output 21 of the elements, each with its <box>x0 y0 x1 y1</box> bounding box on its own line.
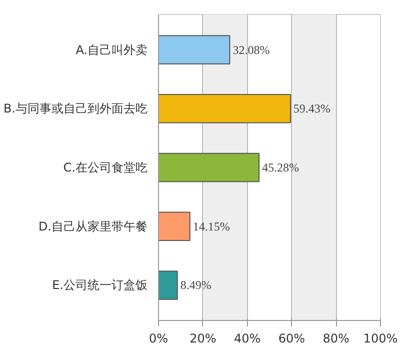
x-tick-label: 100% <box>363 332 398 346</box>
data-label: 14.15% <box>192 219 230 234</box>
y-tick-label: B.与同事或自己到外面去吃 <box>3 102 148 116</box>
x-tick-label: 80% <box>322 332 350 346</box>
y-tick-label: C.在公司食堂吃 <box>63 160 148 174</box>
x-tick-label: 40% <box>234 332 261 346</box>
bar <box>158 152 260 182</box>
bar <box>158 212 190 241</box>
bar <box>158 94 291 124</box>
bar <box>158 35 230 64</box>
data-label: 59.43% <box>293 102 330 116</box>
data-label: 45.28% <box>262 160 300 174</box>
data-label: 32.08% <box>232 42 270 57</box>
x-tick-label: 20% <box>190 332 216 346</box>
bar <box>158 270 178 300</box>
y-tick-label: E.公司统一订盒饭 <box>52 278 148 292</box>
x-tick-label: 0% <box>148 332 168 346</box>
y-tick-label: A.自己叫外卖 <box>76 42 148 57</box>
y-tick-label: D.自己从家里带午餐 <box>38 219 148 234</box>
x-tick-label: 60% <box>278 332 306 346</box>
data-label: 8.49% <box>180 278 212 292</box>
